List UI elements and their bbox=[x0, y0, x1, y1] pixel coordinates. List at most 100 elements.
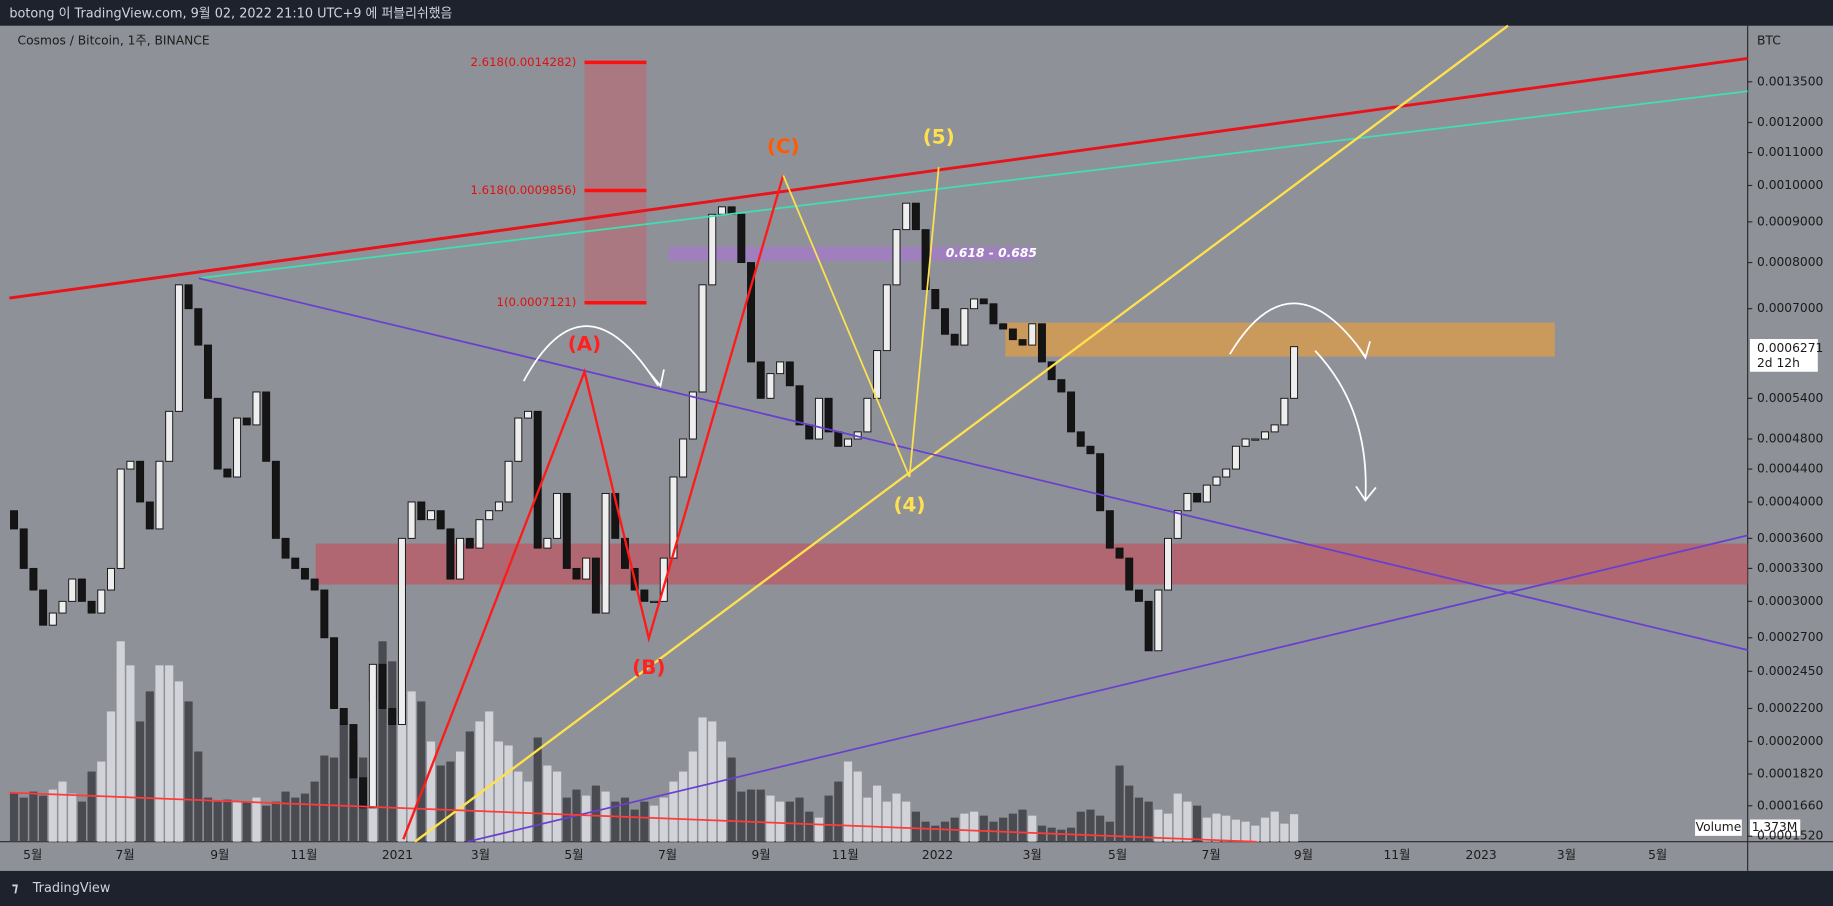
candle-body bbox=[669, 476, 678, 559]
x-tick-label: 2022 bbox=[922, 848, 953, 862]
volume-bar bbox=[669, 781, 678, 842]
candle-body bbox=[397, 537, 406, 726]
candle-body bbox=[48, 612, 57, 626]
volume-bar bbox=[892, 793, 901, 842]
volume-name: Volume bbox=[1696, 820, 1742, 834]
candle-body bbox=[68, 578, 77, 602]
volume-bar bbox=[320, 755, 329, 842]
x-tick-label: 5월 bbox=[1108, 848, 1127, 862]
x-tick-label: 7월 bbox=[1202, 848, 1221, 862]
candle-body bbox=[281, 537, 290, 559]
candle-body bbox=[591, 557, 600, 614]
volume-bar bbox=[911, 811, 920, 842]
candle-body bbox=[1251, 438, 1260, 441]
volume-bar bbox=[116, 641, 125, 842]
candle-body bbox=[29, 567, 38, 591]
volume-bar bbox=[281, 791, 290, 842]
volume-bar bbox=[969, 811, 979, 842]
candle-body bbox=[688, 391, 697, 440]
volume-bar bbox=[203, 797, 213, 842]
candle-body bbox=[1280, 397, 1289, 426]
volume-bar bbox=[533, 737, 542, 842]
candle-body bbox=[1164, 537, 1172, 591]
arrow bbox=[1314, 350, 1377, 502]
wave-label: (C) bbox=[767, 135, 800, 158]
candle-body bbox=[892, 229, 901, 286]
candle-body bbox=[844, 438, 852, 447]
candle-body bbox=[145, 501, 154, 530]
candle-body bbox=[271, 460, 280, 539]
logo-mark: ⁊ bbox=[12, 881, 19, 896]
candle-body bbox=[1231, 445, 1240, 470]
volume-bar bbox=[126, 665, 135, 842]
volume-bar bbox=[106, 711, 116, 842]
candle-body bbox=[679, 438, 688, 478]
volume-bar bbox=[873, 785, 882, 842]
volume-bar bbox=[543, 765, 552, 842]
candle-body bbox=[659, 557, 668, 602]
volume-bar bbox=[48, 789, 57, 842]
volume-bar bbox=[979, 815, 988, 842]
candle-body bbox=[999, 323, 1008, 330]
volume-bar bbox=[853, 771, 862, 842]
candle-body bbox=[1008, 328, 1017, 341]
wave-line bbox=[782, 167, 940, 478]
candle-body bbox=[378, 663, 387, 709]
candle-body bbox=[1183, 492, 1192, 512]
volume-bar bbox=[39, 795, 48, 842]
candle-body bbox=[504, 460, 513, 503]
volume-bar bbox=[329, 757, 339, 842]
volume-bar bbox=[940, 821, 950, 842]
volume-bar bbox=[339, 721, 348, 842]
volume-bar bbox=[552, 771, 562, 842]
volume-bar bbox=[1115, 765, 1124, 842]
candle-body bbox=[1202, 484, 1211, 503]
candle-body bbox=[136, 460, 145, 503]
volume-bar bbox=[446, 761, 455, 842]
wave-line bbox=[402, 175, 785, 840]
candle-body bbox=[19, 528, 28, 569]
volume-bar bbox=[591, 785, 600, 842]
candle-body bbox=[1096, 453, 1105, 512]
candle-body bbox=[107, 567, 115, 591]
volume-bar bbox=[426, 741, 436, 842]
y-tick-label: 0.0004400 bbox=[1757, 462, 1823, 476]
candle-body bbox=[485, 510, 494, 521]
candle-body bbox=[1173, 510, 1182, 539]
last-price: 0.0006271 bbox=[1757, 341, 1823, 355]
volume-value-tag bbox=[1750, 819, 1801, 836]
candle-body bbox=[785, 361, 794, 387]
volume-bar bbox=[475, 721, 484, 842]
x-tick-label: 11월 bbox=[1384, 848, 1411, 862]
x-tick-label: 9월 bbox=[210, 848, 229, 862]
volume-bar bbox=[388, 661, 397, 842]
candle-body bbox=[562, 492, 571, 569]
volume-bar bbox=[960, 813, 969, 842]
volume-bar bbox=[145, 691, 154, 842]
volume-bar bbox=[97, 761, 106, 842]
candle-body bbox=[427, 510, 435, 521]
volume-bar bbox=[9, 793, 19, 842]
volume-bar bbox=[679, 771, 688, 842]
volume-bar bbox=[824, 795, 833, 842]
y-tick-label: 0.0005400 bbox=[1757, 391, 1823, 405]
candle-body bbox=[1076, 431, 1085, 447]
volume-bar bbox=[77, 801, 87, 842]
candle-body bbox=[242, 417, 251, 426]
candle-body bbox=[417, 501, 426, 521]
volume-bar bbox=[242, 801, 251, 842]
y-tick-label: 0.0011000 bbox=[1757, 145, 1823, 159]
volume-bar bbox=[136, 721, 145, 842]
volume-bar bbox=[436, 765, 445, 842]
candle-body bbox=[1037, 323, 1046, 363]
volume-bar bbox=[194, 751, 203, 842]
y-tick-label: 0.0003600 bbox=[1757, 531, 1823, 545]
volume-bar bbox=[795, 797, 804, 842]
candle-body bbox=[708, 213, 717, 286]
trend-line bbox=[9, 791, 1257, 843]
candle-body bbox=[941, 308, 949, 335]
volume-bar bbox=[727, 757, 736, 842]
volume-bar bbox=[271, 801, 280, 842]
candle-body bbox=[756, 361, 765, 399]
